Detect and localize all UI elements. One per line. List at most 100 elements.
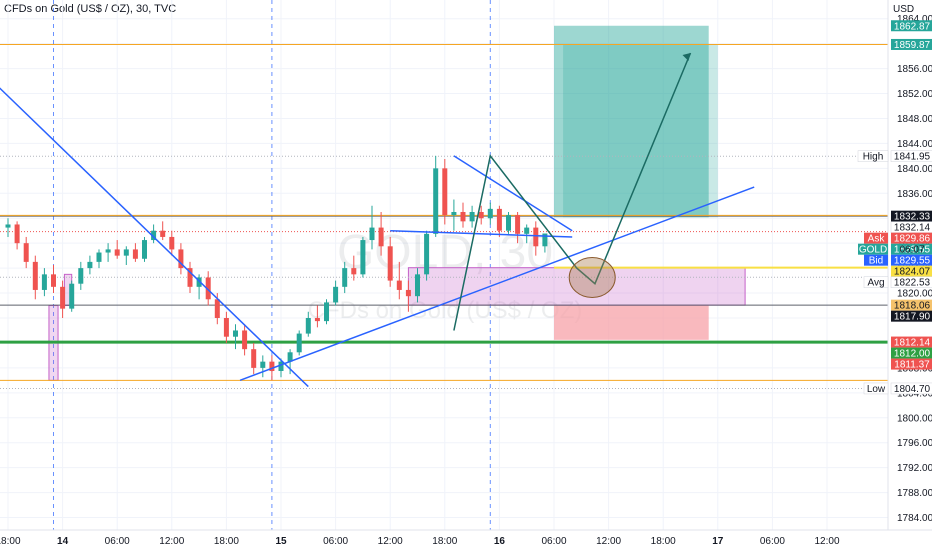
price-tag-avg[interactable]: 1822.53 Avg [863, 276, 932, 289]
candle-body[interactable] [515, 215, 521, 234]
candle-body[interactable] [415, 274, 420, 297]
candle-body[interactable] [433, 168, 439, 234]
candle-body[interactable] [160, 230, 166, 237]
candle-body[interactable] [114, 249, 120, 256]
price-tag-entry_low[interactable]: 1817.90 [891, 310, 932, 323]
candle-body[interactable] [351, 268, 357, 275]
candle-body[interactable] [378, 227, 384, 247]
candle-body[interactable] [506, 215, 511, 231]
price-tag-target_top[interactable]: 1862.87 [891, 20, 932, 32]
candle-body[interactable] [287, 352, 293, 362]
price-tag-box [891, 336, 932, 348]
candle-body[interactable] [387, 246, 393, 281]
candle-body[interactable] [460, 212, 466, 222]
candle-body[interactable] [396, 280, 402, 290]
candle-body[interactable] [96, 252, 102, 262]
price-tick-label: 1840.00 [897, 164, 932, 175]
price-tag-label-box [864, 254, 888, 266]
price-tag-green[interactable]: 1812.00 [891, 347, 932, 360]
candle-body[interactable] [360, 240, 366, 275]
candle-body[interactable] [524, 227, 530, 234]
price-tag-target[interactable]: 1859.87 [891, 38, 932, 51]
time-axis: 18:00 14 06:00 12:00 18:00 15 06:00 12:00 18:00 1… [0, 529, 932, 550]
price-tag-high[interactable]: 1841.95 High [857, 150, 932, 163]
downtrend-line[interactable] [0, 87, 309, 388]
candle-body[interactable] [78, 268, 84, 284]
candle-body[interactable] [260, 361, 266, 368]
price-tag-last[interactable]: 1829.55 GOLD [858, 243, 932, 256]
price-tag-zone_bottom[interactable]: 1818.06 [891, 299, 932, 312]
price-tag-box [891, 265, 932, 277]
triangle-upper-line[interactable] [453, 155, 573, 232]
candle-body[interactable] [333, 286, 339, 303]
candle-body[interactable] [14, 224, 20, 244]
candle-body[interactable] [41, 274, 47, 290]
supply-demand-zone[interactable] [407, 267, 746, 306]
projection-path[interactable] [453, 52, 692, 331]
candle-body[interactable] [151, 230, 157, 241]
price-tag-ask[interactable]: 1829.86 Ask [864, 232, 932, 245]
candle-body[interactable] [469, 212, 475, 222]
price-tag-box [891, 243, 932, 255]
price-tag-stop[interactable]: 1811.37 [891, 358, 932, 371]
candle-body[interactable] [424, 233, 430, 275]
target-circle[interactable] [568, 256, 616, 298]
candle-body[interactable] [5, 224, 11, 228]
candle-body[interactable] [314, 318, 320, 322]
price-tag-label-box [864, 232, 888, 244]
candle-body[interactable] [242, 330, 248, 350]
candle-body[interactable] [251, 349, 257, 368]
candle-body[interactable] [187, 268, 193, 287]
price-tag-zone_top[interactable]: 1824.07 [891, 265, 932, 278]
price-tag-value: 1818.06 [894, 301, 931, 312]
time-tick-label: 06:00 [105, 536, 130, 547]
price-tag-support_green[interactable]: 1812.14 [891, 336, 932, 349]
candle-body[interactable] [205, 277, 211, 300]
candle-body[interactable] [69, 283, 75, 309]
take-profit-zone-inner[interactable] [563, 44, 718, 218]
candle-body[interactable] [169, 236, 175, 250]
triangle-lower-line[interactable] [390, 229, 573, 238]
candle-body[interactable] [178, 249, 184, 269]
time-tick-label: 18:00 [432, 536, 457, 547]
candle-body[interactable] [123, 249, 129, 256]
candle-body[interactable] [214, 299, 220, 318]
candle-body[interactable] [369, 227, 375, 241]
price-tag-low[interactable]: 1804.70 Low [863, 382, 932, 395]
candle-body[interactable] [478, 212, 484, 219]
candle-body[interactable] [32, 261, 38, 290]
candle-body[interactable] [442, 168, 448, 216]
take-profit-zone[interactable] [554, 25, 709, 218]
candle-body[interactable] [296, 333, 302, 353]
candle-body[interactable] [23, 243, 29, 262]
candle-body[interactable] [278, 361, 284, 371]
candle-body[interactable] [142, 240, 147, 259]
uptrend-line[interactable] [239, 186, 755, 382]
candle-body[interactable] [342, 268, 348, 287]
candle-body[interactable] [196, 277, 202, 287]
candle-body[interactable] [405, 289, 411, 297]
time-tick-label: 18:00 [0, 536, 21, 547]
stop-loss-zone[interactable] [554, 305, 709, 340]
candle-body[interactable] [223, 318, 229, 337]
price-tag-box [891, 20, 932, 32]
price-tag-bid[interactable]: 1829.55 Bid 06:07 [864, 245, 932, 267]
candle-body[interactable] [51, 274, 56, 287]
candles [5, 155, 548, 381]
candle-body[interactable] [324, 302, 329, 322]
price-tag-entry[interactable]: 1832.14 [890, 221, 932, 234]
candle-body[interactable] [305, 318, 311, 334]
candle-body[interactable] [487, 208, 493, 219]
price-tag-resistance[interactable]: 1832.33 [891, 210, 932, 223]
candle-body[interactable] [542, 233, 548, 247]
candle-body[interactable] [533, 227, 539, 247]
candle-body[interactable] [87, 261, 93, 269]
candle-body[interactable] [269, 361, 275, 371]
candle-body[interactable] [60, 286, 66, 309]
candle-body[interactable] [451, 212, 457, 216]
candle-body[interactable] [233, 330, 238, 337]
candle-body[interactable] [105, 249, 111, 253]
candle-body[interactable] [132, 249, 138, 259]
candle-body[interactable] [496, 208, 502, 231]
